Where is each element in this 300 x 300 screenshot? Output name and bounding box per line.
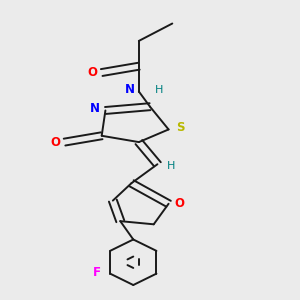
- Text: O: O: [87, 66, 98, 79]
- Text: F: F: [93, 266, 101, 279]
- Text: N: N: [90, 102, 100, 116]
- Text: S: S: [176, 122, 185, 134]
- Text: N: N: [124, 83, 135, 96]
- Text: O: O: [50, 136, 60, 148]
- Text: H: H: [155, 85, 164, 95]
- Text: O: O: [175, 197, 185, 210]
- Text: H: H: [167, 161, 176, 171]
